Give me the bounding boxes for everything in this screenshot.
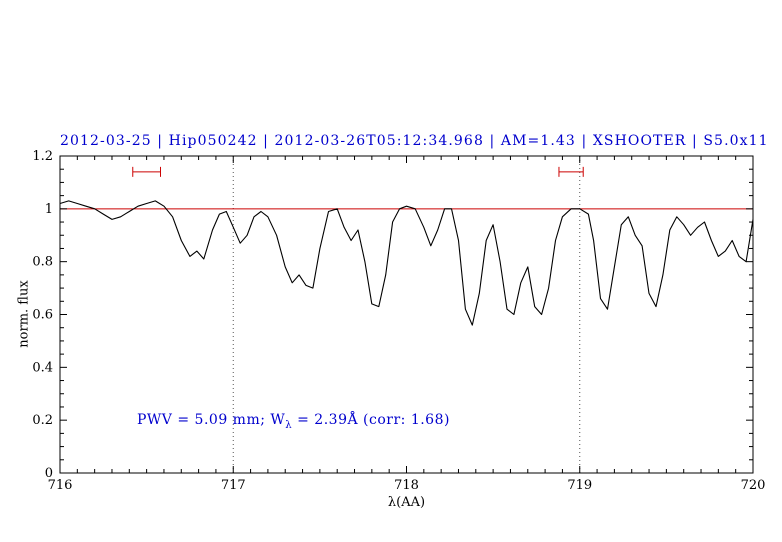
y-tick-label: 1.2 (32, 149, 53, 164)
pwv-annotation-prefix: PWV = 5.09 mm; W (137, 412, 286, 428)
y-tick-label: 0 (45, 466, 53, 481)
y-tick-label: 0.6 (32, 308, 53, 323)
x-tick-label: 719 (567, 478, 592, 493)
y-tick-label: 0.8 (32, 255, 53, 270)
y-tick-label: 0.2 (32, 413, 53, 428)
y-tick-label: 1 (45, 202, 53, 217)
pwv-annotation: PWV = 5.09 mm; Wλ = 2.39Å (corr: 1.68) (137, 412, 450, 431)
y-tick-label: 0.4 (32, 360, 53, 375)
x-tick-label: 717 (221, 478, 246, 493)
pwv-annotation-suffix: = 2.39Å (corr: 1.68) (292, 412, 450, 428)
y-axis-label: norm. flux (16, 280, 32, 348)
spectrum-line (59, 200, 754, 326)
x-tick-label: 720 (741, 478, 766, 493)
pwv-annotation-subscript: λ (285, 419, 293, 431)
plot-title: 2012-03-25 | Hip050242 | 2012-03-26T05:1… (60, 133, 769, 149)
x-axis-label: λ(AA) (387, 495, 426, 510)
x-tick-label: 716 (48, 478, 73, 493)
x-tick-label: 718 (394, 478, 419, 493)
